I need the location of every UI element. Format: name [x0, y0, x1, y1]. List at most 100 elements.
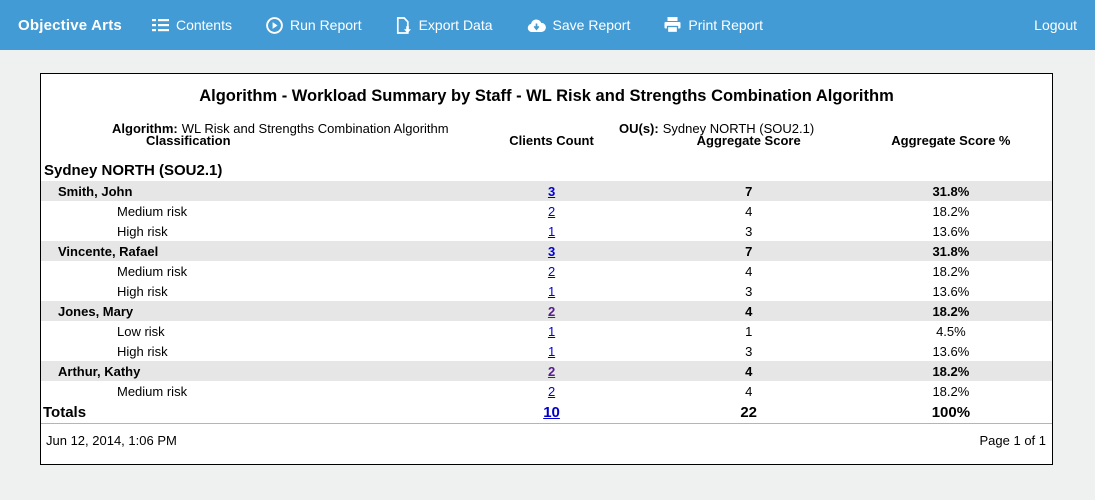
printer-icon — [664, 17, 681, 33]
classification-row: Medium risk 2 4 18.2% — [41, 261, 1052, 281]
clients-count-cell: 2 — [456, 201, 648, 221]
clients-count-link[interactable]: 2 — [547, 363, 556, 379]
totals-row: Totals 10 22 100% — [41, 401, 1052, 423]
nav-item-contents[interactable]: Contents — [151, 17, 232, 33]
clients-count-cell: 2 — [456, 381, 648, 401]
nav-item-run-report[interactable]: Run Report — [266, 16, 362, 34]
classification-row: High risk 1 3 13.6% — [41, 221, 1052, 241]
column-header-clients-count: Clients Count — [509, 133, 594, 148]
report-table-body: Sydney NORTH (SOU2.1) Smith, John 3 7 31.8% M… — [41, 158, 1052, 423]
staff-row-label: Vincente, Rafael — [58, 243, 159, 259]
group-header-row: Sydney NORTH (SOU2.1) — [41, 158, 1052, 181]
aggregate-score-cell: 4 — [745, 203, 753, 219]
ou-value: Sydney NORTH (SOU2.1) — [662, 121, 815, 136]
report-footer: Jun 12, 2014, 1:06 PM Page 1 of 1 — [41, 423, 1052, 469]
column-header-aggregate-score-pct: Aggregate Score % — [891, 133, 1011, 148]
clients-count-cell: 2 — [456, 301, 648, 321]
list-icon — [151, 18, 169, 32]
aggregate-score-pct-cell: 18.2% — [932, 263, 970, 279]
clients-count-cell: 10 — [456, 401, 648, 423]
staff-row-label: Jones, Mary — [58, 303, 134, 319]
aggregate-score-cell: 4 — [745, 303, 753, 319]
classification-row-label: High risk — [117, 283, 168, 299]
export-file-icon — [396, 16, 412, 34]
aggregate-score-pct-cell: 13.6% — [932, 223, 970, 239]
staff-row: Arthur, Kathy 2 4 18.2% — [41, 361, 1052, 381]
classification-row-label: Low risk — [117, 323, 165, 339]
staff-row: Jones, Mary 2 4 18.2% — [41, 301, 1052, 321]
classification-row-label: Medium risk — [117, 263, 188, 279]
aggregate-score-pct-cell: 13.6% — [932, 343, 970, 359]
staff-row-label: Arthur, Kathy — [58, 363, 141, 379]
clients-count-cell: 1 — [456, 321, 648, 341]
aggregate-score-pct-cell: 18.2% — [932, 363, 970, 379]
staff-row-label: Smith, John — [58, 183, 133, 199]
clients-count-link[interactable]: 3 — [547, 243, 556, 259]
algorithm-value: WL Risk and Strengths Combination Algori… — [181, 121, 449, 136]
classification-row: Low risk 1 1 4.5% — [41, 321, 1052, 341]
clients-count-link[interactable]: 10 — [543, 403, 560, 421]
aggregate-score-cell: 4 — [745, 383, 753, 399]
aggregate-score-pct-cell: 31.8% — [932, 183, 970, 199]
clients-count-link[interactable]: 2 — [547, 383, 556, 399]
aggregate-score-cell: 7 — [745, 183, 753, 199]
aggregate-score-cell: 3 — [745, 223, 753, 239]
aggregate-score-pct-cell: 100% — [931, 403, 971, 421]
clients-count-link[interactable]: 2 — [547, 303, 556, 319]
report-table: Classification Clients Count Aggregate S… — [41, 127, 1052, 423]
aggregate-score-pct-cell: 13.6% — [932, 283, 970, 299]
clients-count-cell: 1 — [456, 281, 648, 301]
clients-count-link[interactable]: 3 — [547, 183, 556, 199]
aggregate-score-pct-cell: 18.2% — [932, 203, 970, 219]
aggregate-score-cell: 22 — [740, 403, 758, 421]
aggregate-score-pct-cell: 18.2% — [932, 383, 970, 399]
clients-count-cell: 1 — [456, 341, 648, 361]
table-header-row: Classification Clients Count Aggregate S… — [41, 127, 1052, 158]
clients-count-link[interactable]: 1 — [547, 343, 556, 359]
aggregate-score-cell: 7 — [745, 243, 753, 259]
clients-count-cell: 2 — [456, 361, 648, 381]
clients-count-link[interactable]: 1 — [547, 223, 556, 239]
algorithm-meta: Algorithm: WL Risk and Strengths Combinat… — [112, 121, 449, 136]
nav-item-label: Export Data — [418, 17, 493, 33]
nav-item-save-report[interactable]: Save Report — [527, 17, 631, 33]
aggregate-score-cell: 4 — [745, 263, 753, 279]
nav-item-print-report[interactable]: Print Report — [664, 17, 763, 33]
totals-row-label: Totals — [43, 403, 87, 421]
algorithm-label: Algorithm: — [112, 121, 178, 136]
aggregate-score-cell: 1 — [745, 323, 753, 339]
clients-count-cell: 2 — [456, 261, 648, 281]
classification-row: Medium risk 2 4 18.2% — [41, 201, 1052, 221]
classification-row: Medium risk 2 4 18.2% — [41, 381, 1052, 401]
ou-meta: OU(s): Sydney NORTH (SOU2.1) — [619, 121, 814, 136]
page-indicator: Page 1 of 1 — [979, 433, 1047, 448]
clients-count-cell: 1 — [456, 221, 648, 241]
nav-item-label: Print Report — [688, 17, 764, 33]
aggregate-score-pct-cell: 18.2% — [932, 303, 970, 319]
nav-item-label: Save Report — [552, 17, 631, 33]
ou-label: OU(s): — [619, 121, 659, 136]
aggregate-score-pct-cell: 31.8% — [932, 243, 970, 259]
classification-row-label: Medium risk — [117, 203, 188, 219]
report-title: Algorithm - Workload Summary by Staff - … — [199, 87, 894, 105]
aggregate-score-cell: 3 — [745, 343, 753, 359]
clients-count-link[interactable]: 1 — [547, 283, 556, 299]
top-nav-bar: Objective Arts Contents Run Report — [0, 0, 1095, 50]
classification-row-label: Medium risk — [117, 383, 188, 399]
play-circle-icon — [266, 16, 283, 34]
logout-button[interactable]: Logout — [1034, 17, 1077, 33]
report-card: Algorithm - Workload Summary by Staff - … — [40, 73, 1053, 465]
cloud-download-icon — [527, 18, 546, 33]
aggregate-score-cell: 3 — [745, 283, 753, 299]
nav-item-label: Run Report — [290, 17, 362, 33]
nav-item-export-data[interactable]: Export Data — [396, 16, 493, 34]
clients-count-cell: 3 — [456, 241, 648, 261]
classification-row: High risk 1 3 13.6% — [41, 281, 1052, 301]
nav-item-label: Contents — [175, 17, 232, 33]
clients-count-link[interactable]: 1 — [547, 323, 556, 339]
clients-count-link[interactable]: 2 — [547, 203, 556, 219]
report-timestamp: Jun 12, 2014, 1:06 PM — [46, 433, 177, 448]
classification-row: High risk 1 3 13.6% — [41, 341, 1052, 361]
brand-logo: Objective Arts — [18, 16, 122, 34]
clients-count-link[interactable]: 2 — [547, 263, 556, 279]
